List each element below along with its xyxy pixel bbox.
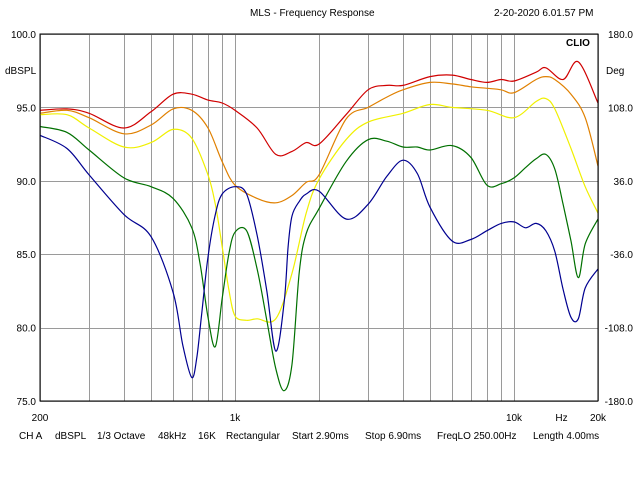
y2-axis-unit-label: Deg	[606, 66, 625, 77]
x-tick-label: 10k	[506, 413, 523, 424]
y2-tick-label: 180.0	[608, 30, 633, 41]
y2-tick-label: -180.0	[605, 397, 634, 408]
y-tick-label: 90.0	[17, 177, 37, 188]
axis-labels: 100.0 95.0 90.0 85.0 80.0 75.0 180.0 108.0 36.0 -…	[11, 30, 633, 424]
series-line-orange	[39, 76, 599, 204]
x-tick-label: 200	[32, 413, 49, 424]
plot-frame	[39, 33, 599, 402]
brand-logo: CLIO	[566, 38, 590, 49]
status-length: Length 4.00ms	[533, 431, 600, 442]
y2-tick-label: -36.0	[610, 250, 633, 261]
y2-tick-label: -108.0	[605, 324, 634, 335]
series-line-red	[39, 60, 599, 157]
y-tick-label: 80.0	[17, 324, 37, 335]
status-channel: CH A	[19, 431, 43, 442]
series-layer	[39, 60, 599, 392]
status-window: Rectangular	[226, 431, 280, 442]
status-sample-rate: 48kHz	[158, 431, 187, 442]
y-tick-label: 75.0	[17, 397, 37, 408]
y-tick-label: 100.0	[11, 30, 36, 41]
x-axis-unit-label: Hz	[555, 413, 567, 424]
status-smoothing: 1/3 Octave	[97, 431, 146, 442]
y-axis-unit-label: dBSPL	[5, 66, 37, 77]
series-line-green	[39, 125, 599, 392]
y-tick-label: 95.0	[17, 103, 37, 114]
status-units: dBSPL	[55, 431, 87, 442]
status-stop: Stop 6.90ms	[365, 431, 422, 442]
y2-tick-label: 108.0	[608, 103, 633, 114]
y2-tick-label: 36.0	[614, 177, 634, 188]
timestamp: 2-20-2020 6.01.57 PM	[494, 8, 594, 19]
status-size: 16K	[198, 431, 216, 442]
x-tick-label: 1k	[230, 413, 242, 424]
series-line-yellow	[39, 97, 599, 323]
status-start: Start 2.90ms	[292, 431, 349, 442]
y-tick-label: 85.0	[17, 250, 37, 261]
series-line-blue	[39, 134, 599, 379]
status-freqlo: FreqLO 250.00Hz	[437, 431, 517, 442]
chart-title: MLS - Frequency Response	[250, 8, 375, 19]
x-tick-label: 20k	[590, 413, 607, 424]
